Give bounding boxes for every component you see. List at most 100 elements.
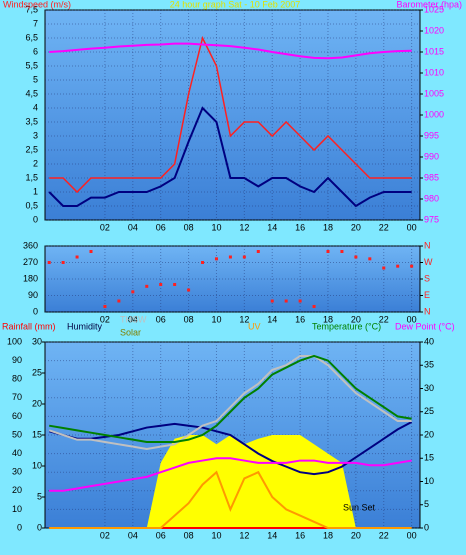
y3-tick-label: 25	[32, 367, 42, 377]
y2-tick-label: 1000	[424, 109, 444, 119]
y2-tick-label: 995	[424, 130, 439, 140]
x-tick-label: 14	[267, 222, 277, 232]
x-tick-label: 18	[323, 314, 333, 324]
direction-dot	[326, 250, 330, 253]
x-tick-label: 16	[295, 530, 305, 540]
y-tick-label: 20	[12, 485, 22, 495]
direction-dot	[159, 283, 163, 286]
y-tick-label: 6	[33, 46, 38, 56]
x-tick-label: 22	[379, 314, 389, 324]
direction-dot	[340, 250, 344, 253]
y-tick-label: 90	[12, 355, 22, 365]
direction-dot	[256, 250, 260, 253]
y-tick-label: 80	[12, 374, 22, 384]
direction-dot	[117, 299, 121, 303]
direction-dot	[368, 257, 372, 261]
y2-tick-label: 1020	[424, 25, 444, 35]
y-tick-label: 5,5	[25, 60, 38, 70]
legend-label: THSW	[120, 314, 147, 324]
direction-dot	[201, 261, 205, 264]
legend-label: Dew Point (°C)	[395, 321, 455, 331]
direction-dot	[270, 299, 274, 303]
y-axis-label: Windspeed (m/s)	[3, 0, 71, 9]
y2-tick-label: 30	[424, 383, 434, 393]
y-tick-label: 100	[7, 336, 22, 346]
y2-tick-label: 1015	[424, 46, 444, 56]
x-tick-label: 16	[295, 222, 305, 232]
y-tick-label: 1	[33, 186, 38, 196]
direction-dot	[382, 266, 386, 270]
direction-dot	[242, 255, 246, 259]
x-tick-label: 08	[184, 314, 194, 324]
direction-dot	[284, 299, 288, 303]
y2-tick-label: 0	[424, 522, 429, 532]
x-tick-label: 18	[323, 222, 333, 232]
y2-tick-label: N	[424, 306, 431, 316]
y2-tick-label: 10	[424, 476, 434, 486]
x-tick-label: 10	[211, 314, 221, 324]
area	[49, 435, 412, 528]
y-tick-label: 0	[33, 306, 38, 316]
y-tick-label: 4,5	[25, 88, 38, 98]
direction-dot	[396, 264, 400, 268]
y2-tick-label: 975	[424, 214, 439, 224]
line	[49, 42, 412, 60]
y2-tick-label: N	[424, 240, 431, 250]
y2-tick-label: 1005	[424, 88, 444, 98]
line	[48, 106, 412, 208]
y2-tick-label: 1010	[424, 67, 444, 77]
y-tick-label: 2	[33, 158, 38, 168]
x-tick-label: 00	[407, 314, 417, 324]
y2-tick-label: 20	[424, 429, 434, 439]
y3-tick-label: 10	[32, 460, 42, 470]
x-tick-label: 04	[128, 314, 138, 324]
x-tick-label: 06	[156, 530, 166, 540]
x-tick-label: 14	[267, 530, 277, 540]
x-tick-label: 02	[100, 530, 110, 540]
x-tick-label: 12	[239, 314, 249, 324]
y-tick-label: 10	[12, 504, 22, 514]
x-tick-label: 00	[407, 530, 417, 540]
x-tick-label: 12	[239, 530, 249, 540]
line	[49, 35, 412, 194]
x-tick-label: 08	[184, 530, 194, 540]
direction-dot	[214, 257, 218, 261]
x-tick-label: 22	[379, 222, 389, 232]
direction-dot	[173, 283, 177, 286]
x-tick-label: 22	[379, 530, 389, 540]
legend-label: Humidity	[67, 321, 103, 331]
x-tick-label: 14	[267, 314, 277, 324]
x-tick-label: 04	[128, 530, 138, 540]
legend-label: UV	[248, 321, 261, 331]
y3-tick-label: 30	[32, 336, 42, 346]
y-tick-label: 0,5	[25, 200, 38, 210]
line	[49, 470, 412, 529]
y-tick-label: 6,5	[25, 32, 38, 42]
direction-dot	[312, 305, 316, 308]
x-tick-label: 20	[351, 222, 361, 232]
direction-dot	[298, 299, 302, 303]
legend-label: Solar	[120, 327, 141, 337]
y-tick-label: 60	[12, 411, 22, 421]
line	[48, 354, 412, 450]
x-tick-label: 04	[128, 222, 138, 232]
x-tick-label: 20	[351, 530, 361, 540]
x-tick-label: 20	[351, 314, 361, 324]
direction-dot	[410, 264, 414, 268]
x-tick-label: 10	[211, 530, 221, 540]
direction-dot	[354, 255, 358, 259]
y-tick-label: 0	[17, 522, 22, 532]
y-tick-label: 70	[12, 392, 22, 402]
y2-tick-label: 5	[424, 499, 429, 509]
y2-tick-label: 985	[424, 172, 439, 182]
x-tick-label: 02	[100, 314, 110, 324]
direction-dot	[89, 250, 93, 253]
chart-title: 24 hour graph Sat - 10 Feb 2007	[170, 0, 301, 9]
y2-tick-label: W	[424, 257, 433, 267]
y3-tick-label: 15	[32, 429, 42, 439]
direction-dot	[131, 290, 135, 294]
y-tick-label: 1,5	[25, 172, 38, 182]
x-tick-label: 06	[156, 314, 166, 324]
y2-tick-label: E	[424, 290, 430, 300]
